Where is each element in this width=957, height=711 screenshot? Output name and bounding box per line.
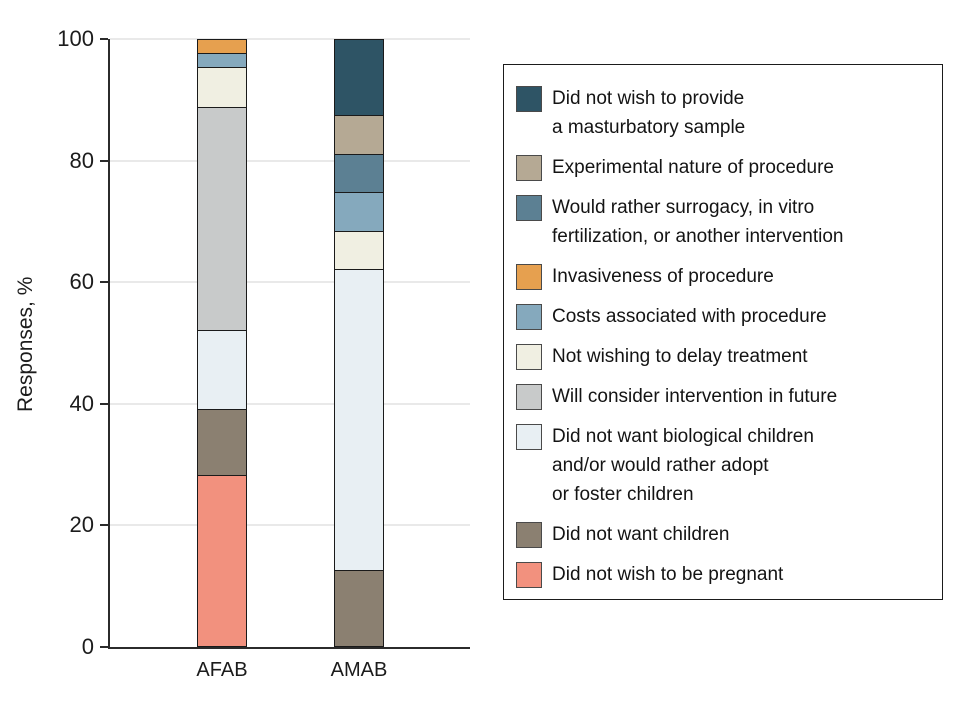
- y-axis-tick: [100, 524, 108, 527]
- y-axis-tick: [100, 402, 108, 405]
- bar-segment: [335, 230, 383, 269]
- y-axis-tick: [100, 159, 108, 162]
- legend-swatch: [516, 304, 542, 330]
- legend-label: Did not want children: [552, 520, 729, 549]
- legend-swatch: [516, 562, 542, 588]
- legend-label: Did not want biological children and/or w…: [552, 422, 814, 509]
- legend: Did not wish to provide a masturbatory sa…: [503, 64, 943, 600]
- legend-label: Experimental nature of procedure: [552, 153, 834, 182]
- legend-label: Would rather surrogacy, in vitro fertiliz…: [552, 193, 844, 251]
- bar-segment: [335, 192, 383, 231]
- y-tick-label: 100: [57, 26, 94, 51]
- legend-item: Experimental nature of procedure: [516, 153, 934, 182]
- bar-segment: [335, 153, 383, 192]
- legend-item: Not wishing to delay treatment: [516, 342, 934, 371]
- gridline: [110, 524, 470, 527]
- legend-label: Did not wish to be pregnant: [552, 560, 783, 589]
- legend-label: Costs associated with procedure: [552, 302, 827, 331]
- legend-swatch: [516, 522, 542, 548]
- legend-label-line: Did not want biological children: [552, 426, 814, 447]
- legend-label: Will consider intervention in future: [552, 382, 837, 411]
- y-axis-tick: [100, 281, 108, 284]
- legend-swatch: [516, 264, 542, 290]
- legend-label-line: Experimental nature of procedure: [552, 157, 834, 178]
- legend-swatch: [516, 86, 542, 112]
- y-tick-label: 40: [69, 390, 94, 416]
- bar-segment: [198, 53, 246, 68]
- stacked-bar-afab: [197, 39, 247, 647]
- bar-segment: [198, 107, 246, 330]
- bar-segment: [198, 67, 246, 108]
- bar-segment: [335, 115, 383, 154]
- legend-label: Not wishing to delay treatment: [552, 342, 808, 371]
- bar-segment: [335, 40, 383, 115]
- legend-item: Did not want children: [516, 520, 934, 549]
- legend-item: Did not want biological children and/or w…: [516, 422, 934, 509]
- gridline: [110, 159, 470, 162]
- bar-segment: [198, 329, 246, 410]
- legend-item: Costs associated with procedure: [516, 302, 934, 331]
- bar-segment: [198, 409, 246, 476]
- bar-segment: [198, 475, 246, 646]
- legend-label-line: Costs associated with procedure: [552, 306, 827, 327]
- legend-item: Did not wish to provide a masturbatory sa…: [516, 84, 934, 142]
- legend-label-line: Would rather surrogacy, in vitro: [552, 197, 815, 218]
- gridline: [110, 402, 470, 405]
- legend-label-line: Will consider intervention in future: [552, 386, 838, 407]
- bar-segment: [198, 40, 246, 54]
- bar-segment: [335, 269, 383, 570]
- x-axis-line: [108, 647, 470, 649]
- legend-label-line: Did not want children: [552, 524, 730, 545]
- y-tick-label: 0: [81, 634, 94, 659]
- legend-label-line: a masturbatory sample: [552, 117, 746, 138]
- y-tick-label: 80: [69, 147, 94, 173]
- legend-label-line: and/or would rather adopt: [552, 455, 769, 476]
- legend-label-line: Did not wish to be pregnant: [552, 564, 784, 585]
- legend-label: Invasiveness of procedure: [552, 262, 774, 291]
- y-axis-tick: [100, 646, 108, 648]
- legend-label-line: fertilization, or another intervention: [552, 226, 844, 247]
- legend-swatch: [516, 424, 542, 450]
- legend-label-line: or foster children: [552, 484, 694, 505]
- legend-label-line: Not wishing to delay treatment: [552, 346, 808, 367]
- legend-swatch: [516, 195, 542, 221]
- y-tick-label: 60: [69, 269, 94, 295]
- gridline: [110, 38, 470, 40]
- legend-label-line: Invasiveness of procedure: [552, 266, 774, 287]
- legend-item: Would rather surrogacy, in vitro fertiliz…: [516, 193, 934, 251]
- y-axis-tick: [100, 38, 108, 40]
- bar-segment: [335, 570, 383, 646]
- legend-swatch: [516, 344, 542, 370]
- y-tick-label: 20: [69, 512, 94, 538]
- gridline: [110, 281, 470, 284]
- legend-item: Did not wish to be pregnant: [516, 560, 934, 589]
- y-axis-line: [108, 39, 110, 649]
- stacked-bar-amab: [334, 39, 384, 647]
- legend-swatch: [516, 155, 542, 181]
- legend-label-line: Did not wish to provide: [552, 88, 745, 109]
- legend-item: Invasiveness of procedure: [516, 262, 934, 291]
- legend-item: Will consider intervention in future: [516, 382, 934, 411]
- legend-swatch: [516, 384, 542, 410]
- legend-label: Did not wish to provide a masturbatory sa…: [552, 84, 745, 142]
- x-axis-label: AFAB: [196, 659, 248, 681]
- x-axis-label: AMAB: [330, 659, 388, 681]
